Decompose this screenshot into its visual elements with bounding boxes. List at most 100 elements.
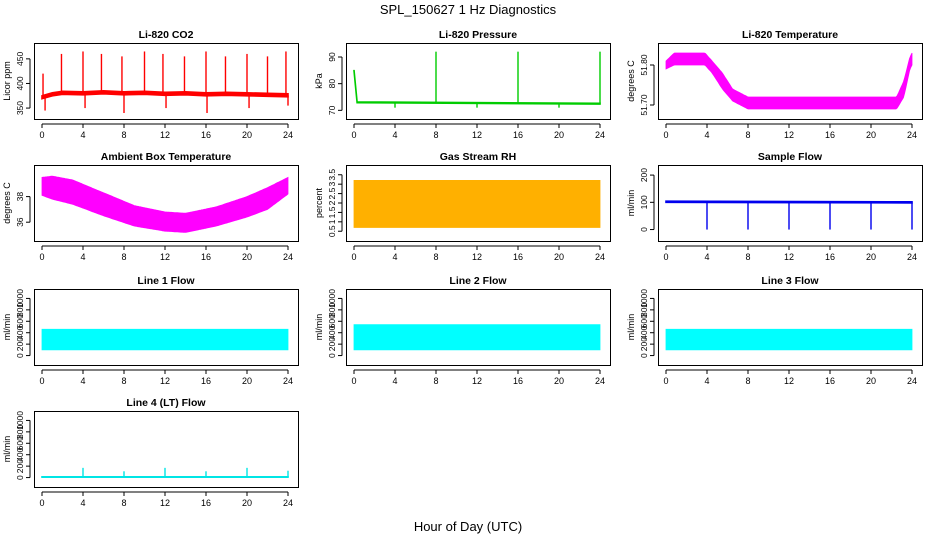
x-axis: 0 4 8 12 16 20 24 bbox=[663, 245, 917, 262]
y-tick-label: 1000 bbox=[327, 289, 337, 308]
x-tick-label: 8 bbox=[433, 130, 438, 140]
x-tick-label: 24 bbox=[907, 130, 917, 140]
x-tick-label: 0 bbox=[351, 252, 356, 262]
panel-title: Line 1 Flow bbox=[137, 275, 195, 287]
y-axis-label: ml/min bbox=[314, 314, 324, 341]
x-tick-label: 16 bbox=[201, 498, 211, 508]
x-tick-label: 16 bbox=[825, 130, 835, 140]
x-tick-label: 0 bbox=[663, 252, 668, 262]
y-tick-label: 51.70 bbox=[639, 94, 649, 116]
x-tick-label: 4 bbox=[80, 376, 85, 386]
y-tick-label: 0.5 bbox=[327, 225, 337, 237]
y-tick-label: 600 bbox=[639, 314, 649, 328]
y-tick-label: 200 bbox=[639, 168, 649, 182]
y-tick-label: 800 bbox=[327, 302, 337, 316]
x-tick-label: 20 bbox=[242, 376, 252, 386]
y-tick-label: 800 bbox=[15, 302, 25, 316]
x-tick-label: 0 bbox=[39, 498, 44, 508]
x-tick-label: 12 bbox=[160, 376, 170, 386]
y-axis-label: ml/min bbox=[626, 314, 636, 341]
y-tick-label: 200 bbox=[15, 337, 25, 351]
plot-area bbox=[41, 175, 289, 233]
y-tick-label: 1000 bbox=[639, 289, 649, 308]
y-tick-label: 0 bbox=[639, 227, 649, 232]
plot-area bbox=[353, 180, 601, 228]
plot-frame bbox=[658, 289, 923, 366]
series-band bbox=[41, 328, 289, 351]
x-tick-label: 8 bbox=[745, 130, 750, 140]
x-tick-label: 0 bbox=[39, 252, 44, 262]
y-tick-label: 200 bbox=[327, 337, 337, 351]
x-axis: 0 4 8 12 16 20 24 bbox=[39, 491, 293, 508]
panel-title: Li-820 Temperature bbox=[742, 29, 838, 41]
y-tick-label: 0 bbox=[639, 353, 649, 358]
x-tick-label: 16 bbox=[513, 130, 523, 140]
y-tick-label: 400 bbox=[15, 76, 25, 90]
figure-xlabel: Hour of Day (UTC) bbox=[414, 519, 522, 534]
y-tick-label: 2.5 bbox=[327, 187, 337, 199]
y-tick-label: 600 bbox=[15, 314, 25, 328]
x-tick-label: 12 bbox=[160, 130, 170, 140]
x-tick-label: 8 bbox=[433, 252, 438, 262]
x-tick-label: 12 bbox=[472, 376, 482, 386]
x-tick-label: 24 bbox=[283, 498, 293, 508]
panel-line2: Line 2 Flow ml/min 0 4 8 12 16 20 24 0 20040060080… bbox=[314, 275, 611, 386]
series-band bbox=[353, 180, 601, 228]
x-tick-label: 4 bbox=[392, 130, 397, 140]
series-band bbox=[353, 324, 601, 351]
x-tick-label: 4 bbox=[704, 130, 709, 140]
y-tick-label: 800 bbox=[15, 424, 25, 438]
series-band bbox=[41, 175, 289, 233]
y-tick-label: 1 bbox=[327, 219, 337, 224]
panel-title: Ambient Box Temperature bbox=[101, 151, 232, 163]
x-tick-label: 16 bbox=[201, 130, 211, 140]
plot-area bbox=[353, 51, 601, 108]
plot-area bbox=[41, 51, 289, 113]
x-tick-label: 8 bbox=[121, 252, 126, 262]
plot-area bbox=[353, 324, 601, 351]
panel-title: Li-820 CO2 bbox=[139, 29, 194, 41]
y-tick-label: 400 bbox=[639, 325, 649, 339]
x-tick-label: 12 bbox=[472, 130, 482, 140]
panel-title: Line 3 Flow bbox=[761, 275, 819, 287]
x-tick-label: 4 bbox=[80, 130, 85, 140]
x-tick-label: 24 bbox=[595, 376, 605, 386]
plot-area bbox=[665, 200, 913, 230]
x-tick-label: 4 bbox=[392, 376, 397, 386]
y-axis: 0.511.522.533.5 bbox=[327, 169, 343, 237]
y-tick-label: 400 bbox=[15, 447, 25, 461]
panel-line4: Line 4 (LT) Flow ml/min 0 4 8 12 16 20 24 0 200400… bbox=[2, 397, 299, 508]
y-tick-label: 400 bbox=[327, 325, 337, 339]
plot-frame bbox=[658, 43, 923, 120]
x-tick-label: 12 bbox=[160, 498, 170, 508]
x-tick-label: 4 bbox=[392, 252, 397, 262]
x-tick-label: 0 bbox=[351, 130, 356, 140]
series-band bbox=[665, 52, 913, 110]
x-tick-label: 8 bbox=[121, 498, 126, 508]
panel-co2: Li-820 CO2 Licor ppm 0 4 8 12 16 20 24 350 400 450 bbox=[2, 29, 299, 140]
x-tick-label: 20 bbox=[554, 252, 564, 262]
plot-frame bbox=[34, 165, 299, 242]
x-tick-label: 24 bbox=[283, 130, 293, 140]
x-tick-label: 16 bbox=[201, 376, 211, 386]
x-tick-label: 12 bbox=[472, 252, 482, 262]
plot-area bbox=[665, 328, 913, 351]
panel-temperature: Li-820 Temperature degrees C 0 4 8 12 16 20 24 51… bbox=[626, 29, 923, 140]
x-tick-label: 16 bbox=[513, 376, 523, 386]
y-tick-label: 51.80 bbox=[639, 54, 649, 76]
plot-frame bbox=[34, 289, 299, 366]
y-tick-label: 800 bbox=[639, 302, 649, 316]
x-tick-label: 20 bbox=[554, 376, 564, 386]
x-tick-label: 20 bbox=[866, 130, 876, 140]
y-axis: 70 80 90 bbox=[327, 52, 343, 115]
x-tick-label: 20 bbox=[866, 252, 876, 262]
panel-title: Line 2 Flow bbox=[449, 275, 507, 287]
plot-frame bbox=[346, 43, 611, 120]
y-tick-label: 70 bbox=[327, 105, 337, 115]
x-tick-label: 8 bbox=[745, 252, 750, 262]
x-tick-label: 20 bbox=[554, 130, 564, 140]
x-tick-label: 0 bbox=[663, 376, 668, 386]
x-tick-label: 4 bbox=[704, 252, 709, 262]
